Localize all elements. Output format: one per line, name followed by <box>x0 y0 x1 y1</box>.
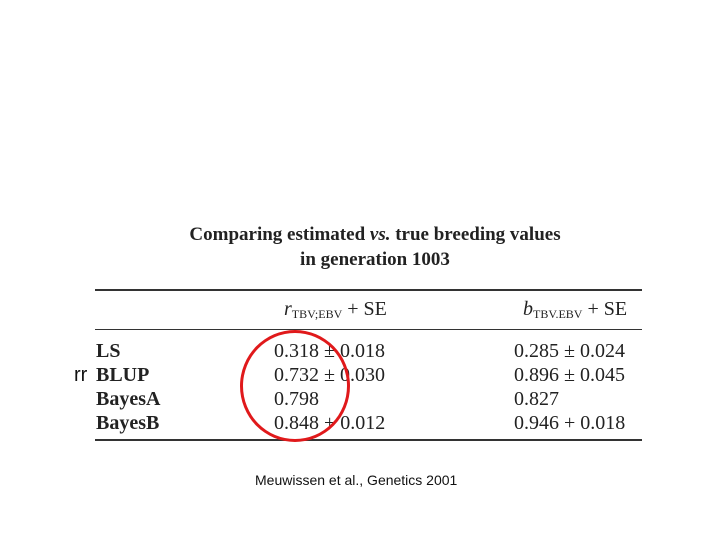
table-caption: Comparing estimated vs. true breeding va… <box>90 222 660 272</box>
caption-text-a: Comparing estimated <box>189 224 370 245</box>
header-correlation-suffix: + SE <box>342 298 387 320</box>
regression-cell: 0.896 ± 0.045 <box>514 364 625 386</box>
method-cell: LS <box>96 340 121 362</box>
table-top-rule <box>95 289 642 291</box>
regression-cell: 0.827 <box>514 388 559 410</box>
regression-cell: 0.285 ± 0.024 <box>514 340 625 362</box>
citation: Meuwissen et al., Genetics 2001 <box>255 472 458 488</box>
table-header-rule <box>95 329 642 330</box>
header-regression: bTBV.EBV + SE <box>523 298 627 322</box>
table-bottom-rule <box>95 439 642 441</box>
caption-vs: vs. <box>369 224 391 245</box>
caption-text-b: true breeding values <box>390 224 561 245</box>
header-regression-suffix: + SE <box>582 298 628 320</box>
header-correlation-symbol: r <box>284 298 292 320</box>
method-cell: BayesB <box>96 412 160 434</box>
method-cell: BayesA <box>96 388 161 410</box>
header-correlation-subscript: TBV;EBV <box>291 307 343 321</box>
regression-cell: 0.946 + 0.018 <box>514 412 626 434</box>
header-regression-symbol: b <box>523 298 533 320</box>
caption-line-1: Comparing estimated vs. true breeding va… <box>90 222 660 247</box>
handwritten-annotation: rr <box>74 364 88 386</box>
header-regression-subscript: TBV.EBV <box>533 307 583 321</box>
header-correlation: rTBV;EBV + SE <box>284 298 387 322</box>
method-cell: BLUP <box>96 364 150 386</box>
caption-line-2: in generation 1003 <box>300 249 450 270</box>
highlight-circle <box>240 330 350 442</box>
